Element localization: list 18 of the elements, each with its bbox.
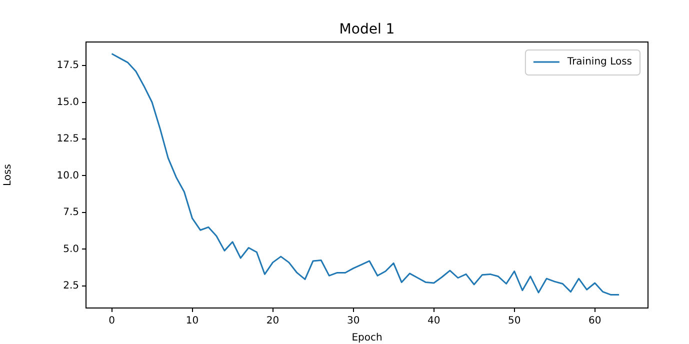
- y-tick-label: 17.5: [56, 60, 79, 72]
- y-tick-label: 15.0: [56, 96, 79, 108]
- y-tick-label: 10.0: [56, 170, 79, 182]
- y-tick-label: 12.5: [56, 134, 79, 145]
- x-tick-label: 20: [266, 316, 280, 327]
- x-tick-label: 10: [186, 316, 199, 327]
- y-tick-label: 5.0: [63, 244, 79, 255]
- x-tick-label: 40: [427, 316, 440, 327]
- x-tick-label: 30: [346, 316, 360, 327]
- y-tick-label: 2.5: [63, 280, 79, 292]
- y-axis-title: Loss: [2, 164, 14, 186]
- x-tick-label: 50: [508, 316, 521, 327]
- x-axis-title: Epoch: [352, 332, 382, 344]
- x-tick-label: 60: [588, 316, 602, 327]
- chart-title: Model 1: [339, 22, 395, 38]
- y-tick-label: 7.5: [63, 207, 79, 218]
- legend-label: Training Loss: [566, 56, 632, 68]
- x-tick-label: 0: [108, 316, 115, 327]
